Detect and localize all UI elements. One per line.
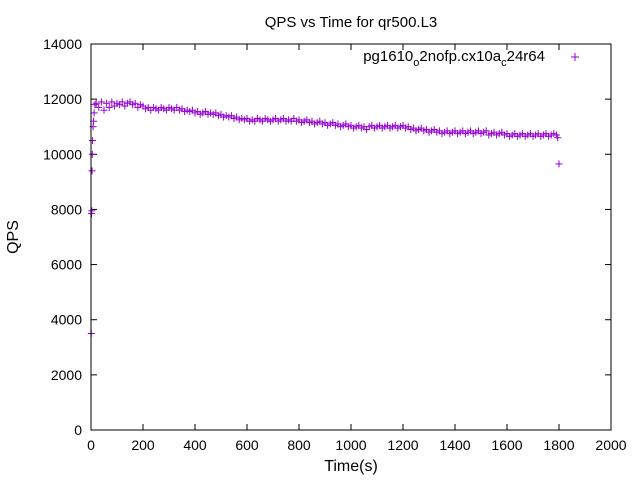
data-point [88,167,96,175]
y-tick-label: 6000 [51,257,82,273]
x-tick-label: 1800 [543,437,574,453]
data-point [95,103,103,111]
x-tick-label: 1000 [335,437,366,453]
plot-frame [90,43,612,431]
data-point [97,98,105,106]
y-axis-label: QPS [5,220,22,254]
y-tick-label: 12000 [43,91,82,107]
legend-marker-plus [571,53,579,61]
data-point [100,106,108,114]
x-tick-label: 200 [131,437,155,453]
legend-part-5: 24r64 [507,48,545,65]
legend-part-4: c [501,57,507,69]
x-tick-label: 1400 [439,437,470,453]
legend-part-2: o [413,57,419,69]
y-tick-label: 8000 [51,201,82,217]
x-tick-label: 1600 [491,437,522,453]
x-tick-label: 1200 [387,437,418,453]
data-point [105,103,113,111]
data-point [92,99,100,107]
data-point [555,160,563,168]
x-axis-label: Time(s) [324,458,378,475]
data-point [108,98,116,106]
data-point [554,134,562,142]
legend-part-3: 2nofp.cx10a [419,48,501,65]
scatter-points [87,98,563,337]
x-tick-label: 600 [235,437,259,453]
legend-part-1: pg1610 [363,48,413,65]
data-point [90,109,98,117]
x-tick-label: 400 [183,437,207,453]
data-point [88,150,96,158]
x-tick-label: 0 [87,437,95,453]
y-tick-label: 14000 [43,36,82,52]
data-point [131,99,139,107]
data-point [482,127,490,135]
data-point [91,101,99,109]
y-axis-ticks: 0 2000 4000 6000 8000 10000 12000 14000 [43,36,611,438]
data-point [118,98,126,106]
y-tick-label: 10000 [43,146,82,162]
chart-title: QPS vs Time for qr500.L3 [265,14,438,31]
x-tick-label: 800 [287,437,311,453]
x-tick-label: 2000 [595,437,626,453]
x-axis-ticks: 0 200 400 600 800 1000 1200 1400 1600 1800 2000 [87,44,627,453]
data-point [89,137,97,144]
y-tick-label: 2000 [51,367,82,383]
data-point [103,99,111,107]
y-tick-label: 0 [74,422,82,438]
y-tick-label: 4000 [51,312,82,328]
data-point [88,207,96,215]
legend: pg1610o2nofp.cx10ac24r64 [363,48,579,69]
legend-entry-label: pg1610o2nofp.cx10ac24r64 [363,48,545,69]
